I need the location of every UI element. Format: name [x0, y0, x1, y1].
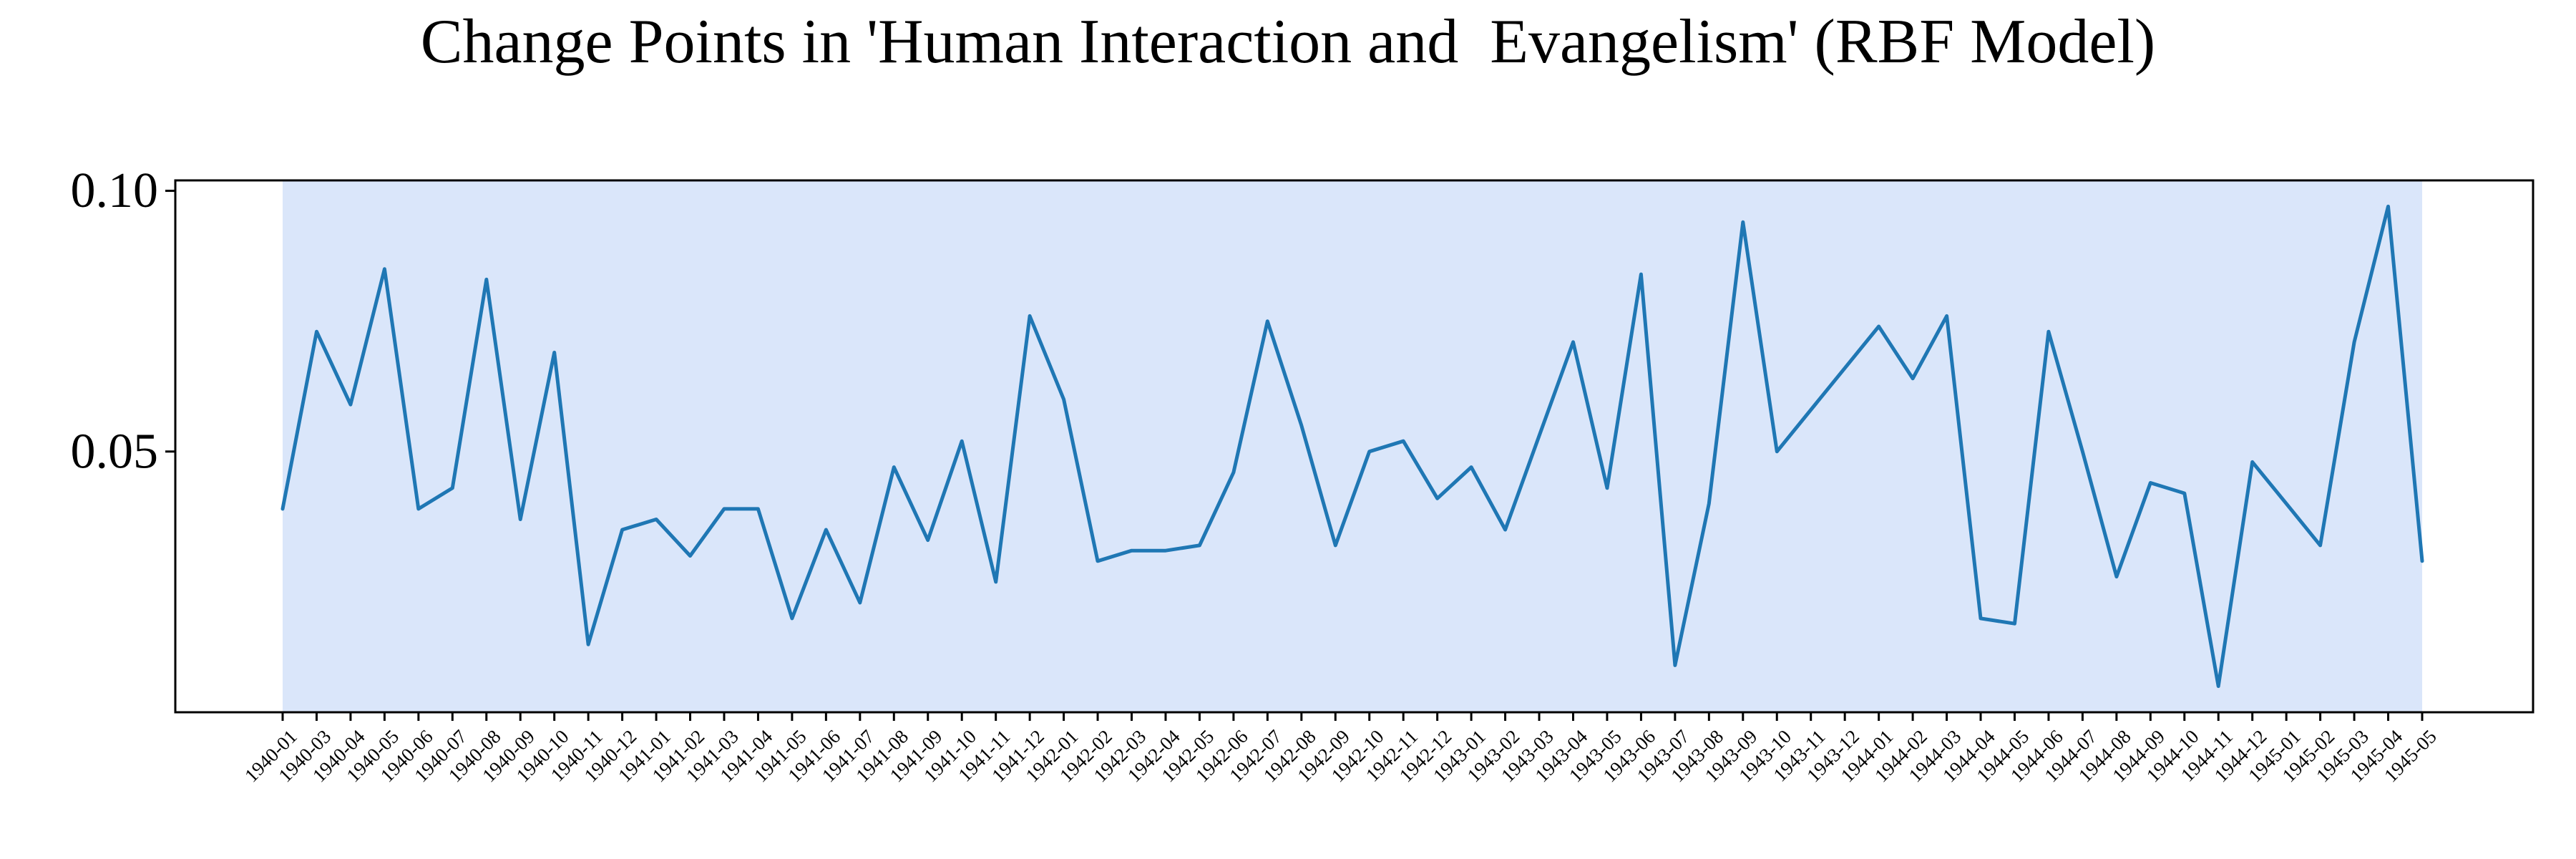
series-line-layer	[280, 204, 2424, 689]
shaded-region	[283, 180, 2422, 712]
chart-title: Change Points in 'Human Interaction and …	[420, 7, 2156, 77]
y-tick-label: 0.10	[71, 163, 159, 218]
series-line	[280, 204, 2424, 689]
plot-frame	[174, 179, 2534, 714]
x-axis: 1940-011940-031940-041940-051940-061940-…	[240, 712, 2441, 786]
shaded-region-layer	[283, 180, 2422, 712]
axes-frame-layer	[174, 179, 2534, 714]
y-axis: 0.05 0.10	[71, 163, 175, 479]
y-tick-label: 0.05	[71, 424, 159, 479]
